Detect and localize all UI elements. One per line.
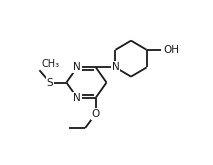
Text: N: N	[73, 93, 81, 103]
Text: N: N	[73, 62, 81, 72]
Text: CH₃: CH₃	[41, 59, 59, 69]
Text: S: S	[47, 78, 53, 87]
Text: OH: OH	[163, 45, 179, 55]
Text: N: N	[112, 62, 119, 72]
Text: O: O	[92, 109, 100, 119]
